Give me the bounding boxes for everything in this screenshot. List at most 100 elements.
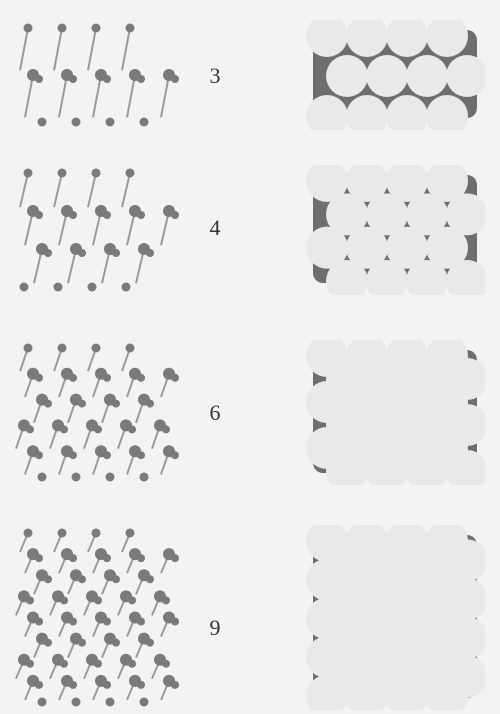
atom bbox=[171, 554, 179, 563]
atom bbox=[69, 75, 77, 83]
atom bbox=[171, 373, 179, 382]
sphere bbox=[386, 95, 428, 130]
atom bbox=[171, 451, 179, 460]
atom bbox=[44, 399, 52, 408]
atom bbox=[146, 399, 154, 408]
atom bbox=[137, 211, 145, 219]
sphere bbox=[346, 226, 388, 269]
atom bbox=[44, 249, 52, 257]
sphere bbox=[366, 55, 408, 97]
atom bbox=[35, 75, 43, 83]
atom bbox=[171, 211, 179, 219]
atom bbox=[128, 659, 136, 668]
atom bbox=[137, 617, 145, 626]
atom bbox=[78, 638, 86, 647]
atom bbox=[112, 575, 120, 584]
bond bbox=[19, 27, 29, 71]
atom bbox=[171, 617, 179, 626]
atom bbox=[37, 697, 47, 707]
sphere bbox=[326, 193, 368, 236]
atom bbox=[94, 596, 102, 605]
sphere-packing-model-3 bbox=[306, 20, 485, 130]
atom bbox=[94, 659, 102, 668]
atom bbox=[78, 399, 86, 408]
atom bbox=[87, 282, 97, 292]
atom bbox=[69, 680, 77, 689]
bond bbox=[53, 27, 63, 71]
atom bbox=[35, 373, 43, 382]
atom bbox=[60, 425, 68, 434]
sphere bbox=[306, 165, 348, 202]
row-9-layers: 9 bbox=[0, 525, 500, 710]
atom bbox=[137, 373, 145, 382]
sphere bbox=[366, 193, 408, 236]
atom bbox=[91, 343, 101, 353]
sphere bbox=[446, 450, 485, 485]
ball-stick-model-9 bbox=[15, 528, 179, 707]
bond bbox=[24, 74, 34, 118]
atom bbox=[69, 373, 77, 382]
sphere bbox=[426, 675, 468, 710]
sphere bbox=[426, 95, 468, 130]
atom bbox=[171, 680, 179, 689]
atom bbox=[60, 596, 68, 605]
sphere bbox=[306, 20, 348, 57]
atom bbox=[35, 617, 43, 626]
bond bbox=[58, 74, 68, 118]
bond bbox=[160, 74, 170, 118]
atom bbox=[78, 575, 86, 584]
atom bbox=[44, 638, 52, 647]
sphere bbox=[326, 450, 368, 485]
atom bbox=[137, 75, 145, 83]
layer-count-label: 6 bbox=[209, 400, 221, 425]
atom bbox=[112, 399, 120, 408]
atom bbox=[35, 554, 43, 563]
atom bbox=[57, 528, 67, 538]
atom bbox=[139, 472, 149, 482]
atom bbox=[162, 596, 170, 605]
atom bbox=[60, 659, 68, 668]
bond bbox=[121, 172, 131, 208]
sphere bbox=[326, 260, 368, 295]
atom bbox=[105, 472, 115, 482]
atom bbox=[71, 697, 81, 707]
sphere bbox=[426, 226, 468, 269]
atom bbox=[139, 117, 149, 127]
sphere bbox=[366, 450, 408, 485]
layer-count-label: 3 bbox=[209, 63, 221, 88]
sphere-packing-model-6 bbox=[306, 340, 485, 485]
atom bbox=[69, 617, 77, 626]
atom bbox=[146, 575, 154, 584]
layer-count-label: 4 bbox=[209, 215, 221, 240]
sphere bbox=[426, 165, 468, 202]
sphere bbox=[346, 675, 388, 710]
atom bbox=[26, 425, 34, 434]
sphere bbox=[386, 226, 428, 269]
atom bbox=[35, 680, 43, 689]
bond bbox=[53, 172, 63, 208]
sphere bbox=[446, 55, 485, 97]
atom bbox=[26, 659, 34, 668]
atom bbox=[139, 697, 149, 707]
sphere bbox=[306, 675, 348, 710]
atom bbox=[105, 697, 115, 707]
atom bbox=[103, 617, 111, 626]
atom bbox=[125, 168, 135, 178]
atom bbox=[125, 528, 135, 538]
atom bbox=[103, 680, 111, 689]
atom bbox=[137, 554, 145, 563]
atom bbox=[37, 117, 47, 127]
atom bbox=[57, 168, 67, 178]
sphere-packing-model-4 bbox=[306, 165, 485, 295]
sphere bbox=[386, 675, 428, 710]
atom bbox=[19, 282, 29, 292]
sphere bbox=[346, 165, 388, 202]
atom bbox=[23, 528, 33, 538]
atom bbox=[162, 659, 170, 668]
atom bbox=[121, 282, 131, 292]
bond bbox=[87, 172, 97, 208]
atom bbox=[128, 596, 136, 605]
sphere bbox=[406, 55, 448, 97]
atom bbox=[103, 451, 111, 460]
